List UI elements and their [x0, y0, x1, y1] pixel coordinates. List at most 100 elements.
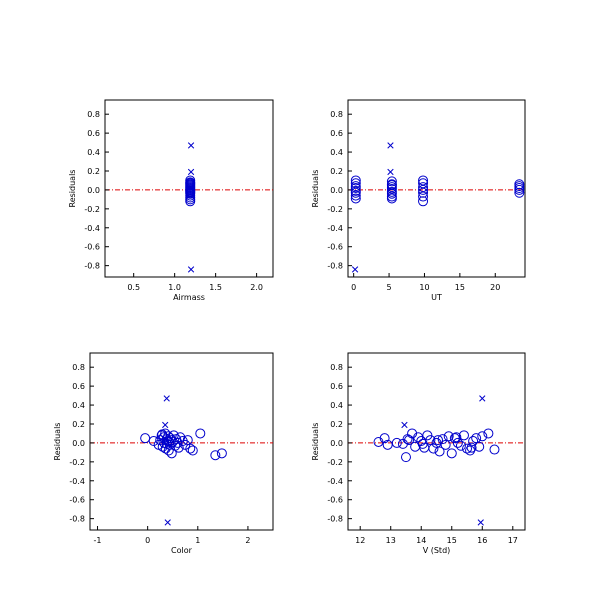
data-point-cross [351, 266, 359, 273]
y-axis-label: Residuals [53, 423, 62, 461]
data-point-circle [391, 437, 402, 448]
y-tick-label: -0.2 [327, 458, 343, 467]
data-point-circle [418, 184, 429, 195]
data-point-circle [379, 433, 390, 444]
data-point-circle [185, 196, 196, 207]
data-point-circle [458, 430, 469, 441]
y-tick-label: 0.2 [330, 167, 343, 176]
data-point-circle [443, 431, 454, 442]
x-tick-label: 2 [245, 536, 250, 545]
data-point-circle [465, 445, 476, 456]
data-point-circle [474, 441, 485, 452]
plot-frame [347, 352, 526, 531]
y-tick-label: 0.4 [330, 148, 343, 157]
data-point-circle [418, 191, 429, 202]
data-point-circle [413, 432, 424, 443]
data-point-circle [440, 439, 451, 450]
data-point-circle [402, 434, 413, 445]
data-point-circle [185, 443, 196, 454]
data-point-circle [161, 438, 172, 449]
x-axis-label: V (Std) [423, 546, 451, 555]
y-tick-label: -0.4 [327, 477, 343, 486]
y-axis-label: Residuals [68, 170, 77, 208]
data-point-circle [180, 439, 191, 450]
x-tick-label: 0 [145, 536, 150, 545]
y-tick-label: 0.2 [72, 420, 85, 429]
data-point-circle [187, 445, 198, 456]
x-tick-label: 10 [419, 283, 429, 292]
y-tick-label: -0.2 [69, 458, 85, 467]
data-point-circle [428, 443, 439, 454]
x-tick-label: 1.5 [209, 283, 222, 292]
y-tick-label: 0.0 [330, 186, 343, 195]
y-tick-label: 0.8 [72, 363, 85, 372]
data-point-circle [195, 428, 206, 439]
data-point-cross [187, 142, 195, 149]
data-point-circle [431, 437, 442, 448]
data-point-circle [148, 436, 159, 447]
y-tick-label: 0.0 [87, 186, 100, 195]
data-point-cross [163, 395, 170, 402]
x-axis-label: Airmass [173, 293, 205, 302]
data-point-circle [350, 187, 361, 198]
y-tick-label: 0.2 [330, 420, 343, 429]
data-point-circle [483, 428, 494, 439]
data-point-circle [451, 432, 462, 443]
data-point-circle [468, 436, 479, 447]
data-point-circle [216, 448, 227, 459]
data-point-cross [401, 421, 408, 429]
y-axis-label: Residuals [311, 170, 320, 208]
x-tick-label: 17 [508, 536, 518, 545]
y-tick-label: 0.8 [87, 110, 100, 119]
y-tick-label: -0.6 [327, 243, 343, 252]
data-point-circle [386, 176, 397, 187]
data-point-circle [434, 446, 445, 457]
data-point-cross [479, 395, 486, 402]
x-tick-label: 20 [490, 283, 500, 292]
data-point-circle [417, 438, 428, 449]
x-tick-label: 1 [195, 536, 200, 545]
airmass-residual-plot: 0.8 0.6 0.4 0.2 0.0 -0.2 -0.4 -0.6 -0.8 0.5 1.0 1.5… [68, 99, 274, 302]
x-axis-label: UT [431, 293, 442, 302]
x-tick-label: 12 [355, 536, 365, 545]
data-point-circle [446, 448, 457, 459]
x-tick-label: -1 [94, 536, 102, 545]
data-point-circle [382, 439, 393, 450]
y-tick-label: -0.6 [327, 496, 343, 505]
y-tick-label: 0.8 [330, 363, 343, 372]
data-point-circle [437, 434, 448, 445]
y-axis-label: Residuals [311, 423, 320, 461]
data-point-circle [350, 183, 361, 194]
y-tick-label: 0.2 [87, 167, 100, 176]
data-point-circle [350, 175, 361, 186]
y-tick-label: -0.8 [84, 262, 100, 271]
y-tick-label: -0.4 [69, 477, 85, 486]
y-tick-label: -0.4 [327, 224, 343, 233]
y-tick-label: 0.0 [72, 439, 85, 448]
x-tick-label: 1.0 [168, 283, 181, 292]
data-point-cross [387, 142, 394, 149]
y-tick-label: 0.6 [330, 382, 343, 391]
data-point-cross [162, 421, 169, 429]
y-tick-label: -0.8 [69, 515, 85, 524]
y-tick-label: -0.6 [69, 496, 85, 505]
data-point-circle [386, 193, 397, 204]
data-point-circle [452, 437, 463, 448]
data-point-circle [157, 429, 168, 440]
y-tick-label: -0.8 [327, 515, 343, 524]
data-point-circle [350, 190, 361, 201]
y-tick-label: -0.4 [84, 224, 100, 233]
data-point-cross [187, 266, 195, 273]
data-point-circle [404, 435, 415, 446]
x-tick-label: 0 [351, 283, 356, 292]
x-tick-label: 0.5 [127, 283, 140, 292]
x-tick-label: 15 [447, 536, 457, 545]
x-tick-label: 15 [455, 283, 465, 292]
y-tick-label: -0.8 [327, 262, 343, 271]
y-tick-label: 0.6 [72, 382, 85, 391]
data-point-circle [350, 193, 361, 204]
x-tick-label: 5 [387, 283, 392, 292]
y-tick-label: 0.6 [330, 129, 343, 138]
data-point-circle [489, 444, 500, 455]
data-point-cross [187, 168, 195, 176]
